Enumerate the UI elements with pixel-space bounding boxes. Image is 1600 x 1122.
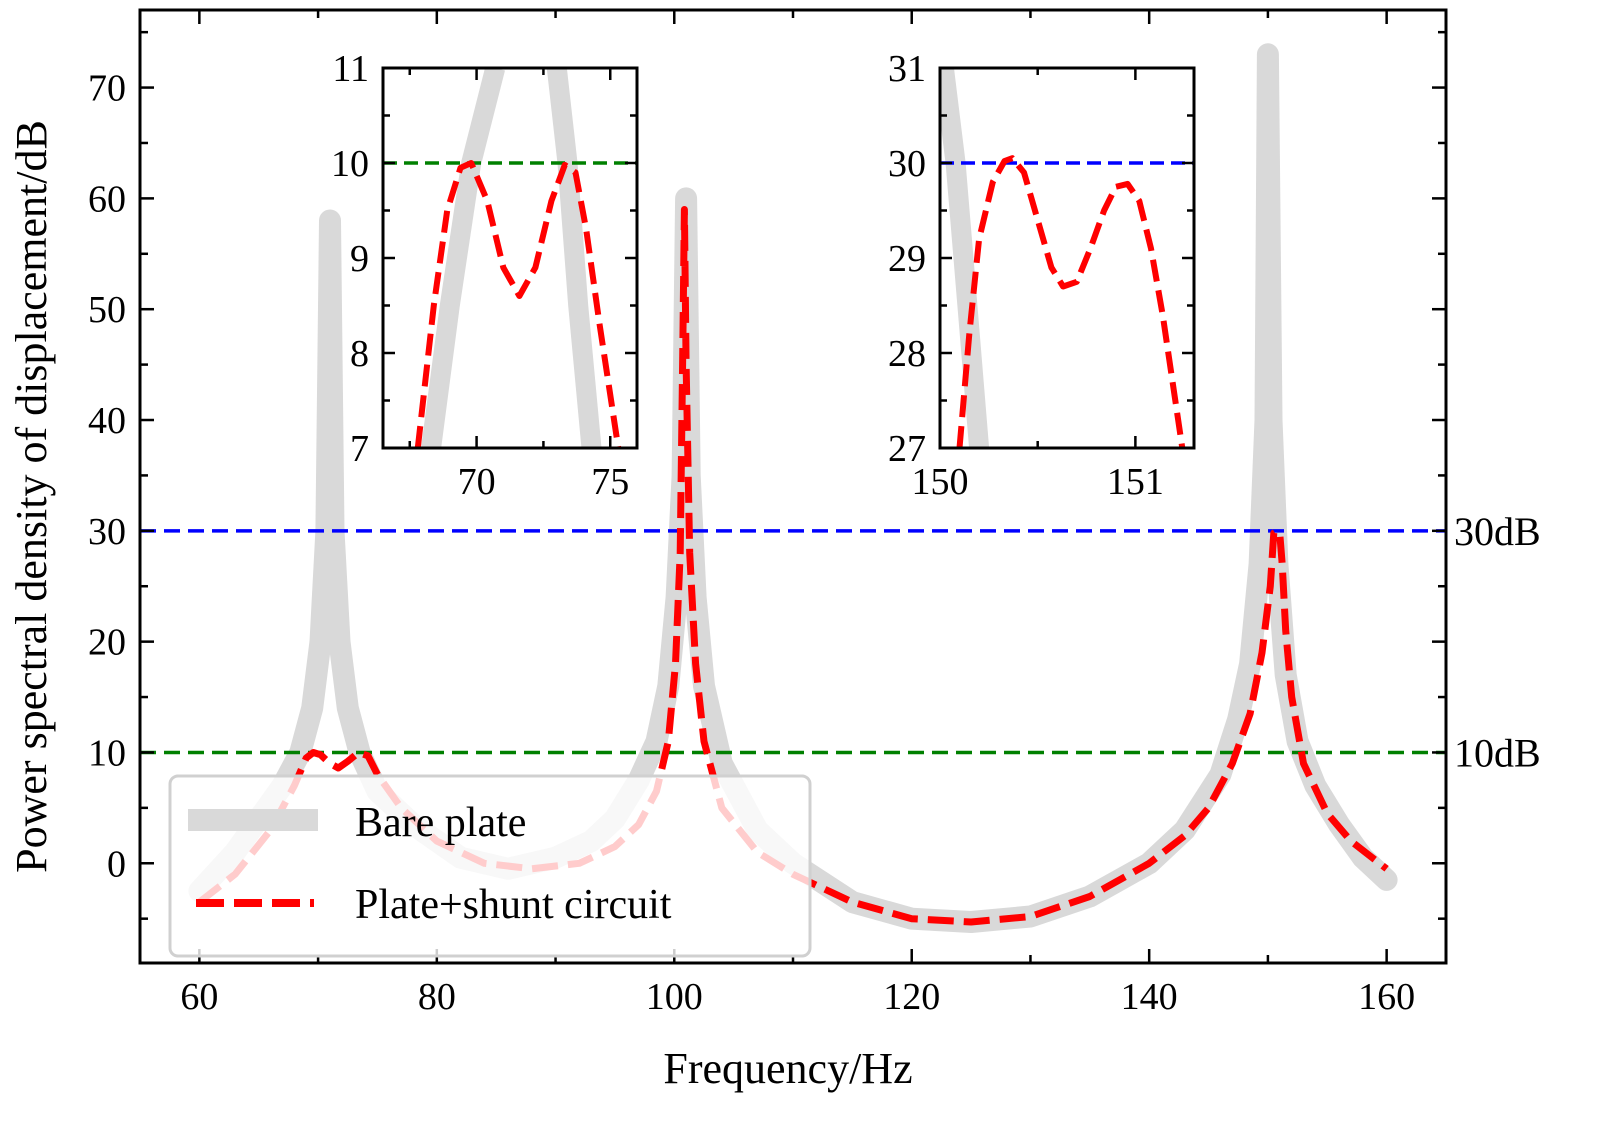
inset-series-plate-shunt: [414, 160, 622, 448]
legend-label-plate-shunt: Plate+shunt circuit: [355, 882, 672, 928]
main-frame: [138, 8, 1448, 965]
main-y-tick-label: 10: [88, 732, 126, 774]
inset-frame: [381, 66, 639, 450]
x-axis-title: Frequency/Hz: [663, 1044, 912, 1093]
inset-y-tick-label: 31: [888, 48, 926, 90]
main-x-tick-label: 100: [646, 976, 703, 1018]
main-plot: 60 80 100 120 140 160 0 10 20 30 40 50 60 70 30dB 10dB F…: [7, 8, 1541, 1093]
series-plate-shunt-line: [197, 206, 1389, 926]
main-y-tick-label: 70: [88, 68, 126, 110]
main-plot-area: [140, 43, 1446, 933]
inset-y-tick-label: 30: [888, 143, 926, 185]
main-y-tick-label: 0: [107, 843, 126, 885]
main-y-tick-label: 30: [88, 511, 126, 553]
inset-y-tick-label: 8: [350, 333, 369, 375]
inset-x-tick-label: 70: [458, 461, 496, 503]
y-axis-title: Power spectral density of displacement/d…: [7, 120, 56, 873]
main-y-tick-label: 60: [88, 178, 126, 220]
main-x-tick-label: 160: [1358, 976, 1415, 1018]
inset-series-bare-plate: [421, 68, 505, 448]
inset-plot-area: [940, 68, 1194, 448]
inset-y-tick-label: 10: [331, 143, 369, 185]
inset-series-bare-plate: [546, 68, 602, 448]
inset-y-tick-label: 27: [888, 428, 926, 470]
legend-label-bare-plate: Bare plate: [355, 800, 526, 846]
main-x-tick-label: 80: [418, 976, 456, 1018]
inset-x-tick-label: 75: [591, 461, 629, 503]
inset-y-tick-label: 7: [350, 428, 369, 470]
main-y-tick-label: 40: [88, 400, 126, 442]
inset-plot-left: 70 75 7 8 9 10 11: [331, 48, 639, 503]
legend: Bare plate Plate+shunt circuit: [168, 774, 812, 958]
inset-plot-right: 150 151 27 28 29 30 31: [888, 48, 1196, 503]
inset-plot-area: [383, 68, 637, 448]
main-x-tick-label: 120: [883, 976, 940, 1018]
main-y-tick-label: 50: [88, 289, 126, 331]
inset-x-tick-label: 150: [912, 461, 969, 503]
inset-y-tick-label: 29: [888, 238, 926, 280]
inset-series-plate-shunt: [956, 155, 1186, 448]
inset-x-tick-label: 151: [1107, 461, 1164, 503]
reference-label-30dB: 30dB: [1454, 509, 1541, 554]
inset-series-bare-plate: [940, 68, 990, 448]
main-x-tick-label: 140: [1121, 976, 1178, 1018]
inset-frame: [938, 66, 1196, 450]
main-x-tick-label: 60: [180, 976, 218, 1018]
legend-box: [168, 774, 812, 958]
inset-background: [383, 68, 637, 448]
inset-y-tick-label: 11: [332, 48, 369, 90]
main-y-tick-label: 20: [88, 622, 126, 664]
inset-y-tick-label: 9: [350, 238, 369, 280]
inset-y-tick-label: 28: [888, 333, 926, 375]
reference-label-10dB: 10dB: [1454, 730, 1541, 775]
series-bare-plate-line: [188, 43, 1398, 933]
